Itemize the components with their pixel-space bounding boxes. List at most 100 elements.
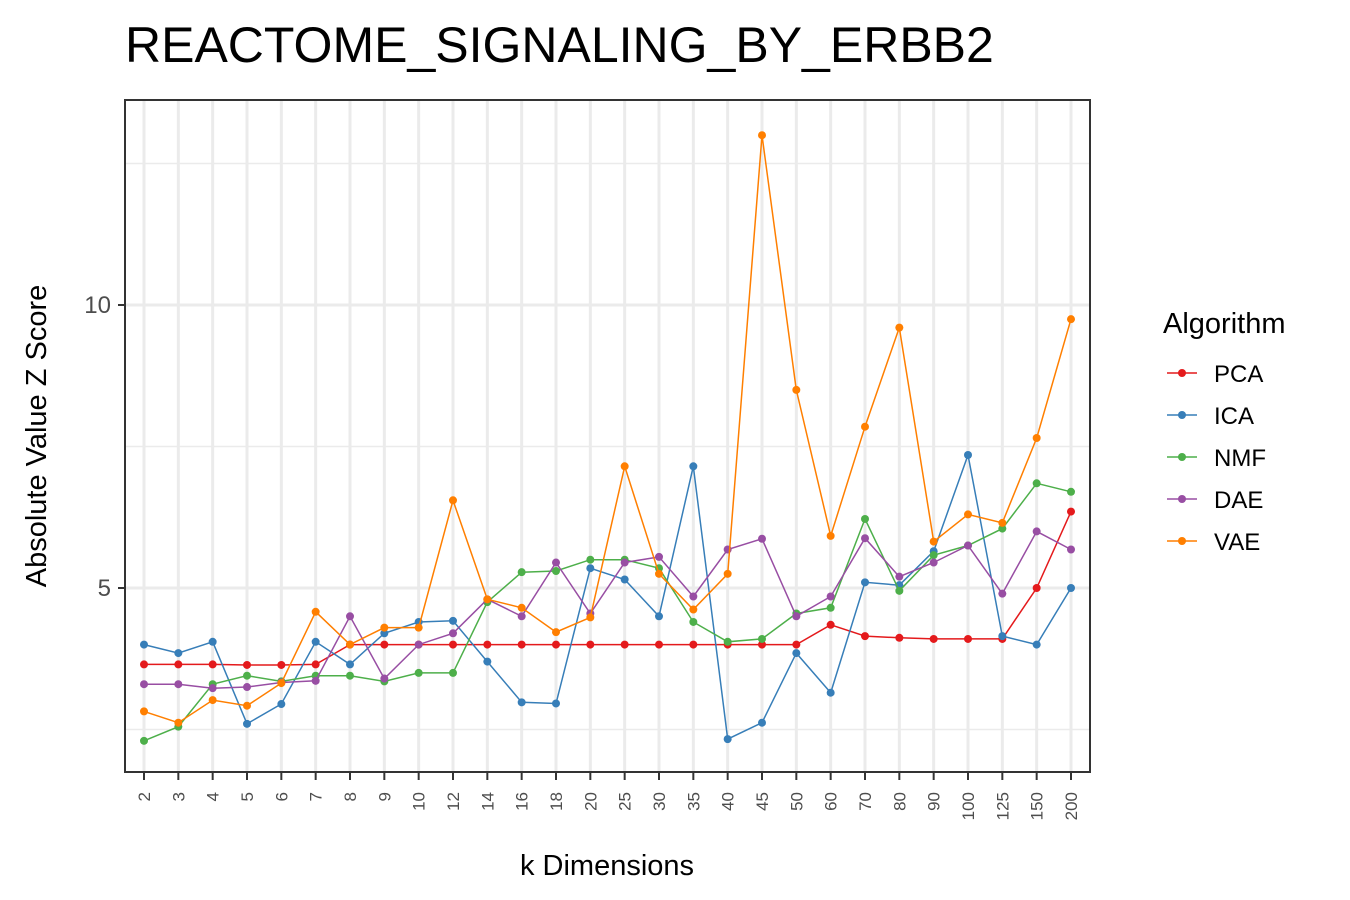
x-tick-label: 40 bbox=[719, 792, 738, 811]
series-vae bbox=[140, 131, 1075, 727]
legend: Algorithm PCA ICA NMF DAE VAE bbox=[1163, 308, 1286, 556]
x-tick-label: 18 bbox=[547, 792, 566, 811]
data-point bbox=[449, 629, 457, 638]
data-point bbox=[929, 558, 938, 567]
data-point bbox=[346, 640, 354, 649]
data-point bbox=[895, 572, 904, 581]
data-point bbox=[758, 534, 766, 543]
x-tick-label: 4 bbox=[204, 792, 223, 801]
data-point bbox=[998, 518, 1007, 527]
x-tick-label: 30 bbox=[650, 792, 669, 811]
x-tick-label: 9 bbox=[375, 792, 394, 801]
data-point bbox=[1067, 507, 1075, 516]
y-tick-label: 5 bbox=[98, 575, 111, 602]
data-point bbox=[346, 660, 354, 669]
data-point bbox=[586, 564, 595, 573]
data-point bbox=[1032, 527, 1041, 536]
series-line bbox=[143, 482, 1072, 742]
legend-item-vae: VAE bbox=[1167, 529, 1260, 556]
data-point bbox=[1032, 584, 1041, 592]
data-point bbox=[140, 736, 148, 745]
data-point bbox=[758, 640, 766, 649]
data-point bbox=[792, 612, 801, 621]
data-point bbox=[895, 586, 904, 595]
data-point bbox=[449, 496, 457, 505]
data-point bbox=[140, 680, 148, 689]
data-point bbox=[552, 558, 560, 567]
data-point bbox=[620, 640, 629, 649]
data-point bbox=[517, 568, 526, 577]
data-point bbox=[243, 660, 251, 669]
data-point bbox=[414, 623, 423, 632]
data-point bbox=[861, 632, 869, 641]
x-tick-label: 8 bbox=[341, 792, 360, 801]
data-point bbox=[792, 649, 801, 658]
x-tick-label: 3 bbox=[169, 792, 188, 801]
data-point bbox=[964, 634, 972, 643]
data-point bbox=[552, 640, 560, 649]
data-point bbox=[552, 699, 560, 708]
x-tick-label: 125 bbox=[993, 792, 1012, 820]
x-tick-label: 14 bbox=[478, 792, 497, 811]
data-point bbox=[517, 640, 526, 649]
x-tick-label: 80 bbox=[890, 792, 909, 811]
x-tick-label: 2 bbox=[135, 792, 154, 801]
y-tick-label: 10 bbox=[84, 292, 111, 319]
x-tick-label: 6 bbox=[272, 792, 291, 801]
x-tick-label: 16 bbox=[513, 792, 532, 811]
data-point bbox=[689, 462, 698, 471]
x-tick-label: 200 bbox=[1062, 792, 1081, 820]
series-line bbox=[143, 452, 1072, 741]
plot-grid bbox=[125, 100, 1090, 772]
data-point bbox=[449, 616, 457, 625]
x-axis-label: k Dimensions bbox=[520, 850, 694, 882]
data-point bbox=[998, 589, 1007, 598]
data-point bbox=[964, 510, 972, 519]
x-tick-label: 70 bbox=[856, 792, 875, 811]
legend-label: VAE bbox=[1214, 529, 1260, 556]
data-point bbox=[620, 575, 629, 584]
data-point bbox=[517, 603, 526, 612]
data-point bbox=[483, 595, 492, 604]
legend-key-point bbox=[1178, 453, 1186, 461]
data-point bbox=[174, 680, 183, 689]
series-line bbox=[144, 511, 1072, 666]
data-point bbox=[689, 617, 698, 626]
data-point bbox=[689, 640, 698, 649]
data-point bbox=[517, 698, 526, 707]
data-point bbox=[277, 679, 286, 688]
legend-label: PCA bbox=[1214, 361, 1263, 388]
data-point bbox=[449, 668, 457, 677]
data-point bbox=[895, 323, 904, 332]
data-point bbox=[517, 612, 526, 621]
data-point bbox=[380, 629, 389, 638]
plot-series bbox=[140, 131, 1075, 745]
data-point bbox=[311, 676, 320, 685]
data-point bbox=[380, 623, 389, 632]
data-point bbox=[1032, 640, 1041, 649]
data-point bbox=[1067, 584, 1075, 592]
data-point bbox=[655, 552, 663, 561]
data-point bbox=[689, 605, 698, 614]
data-point bbox=[586, 613, 595, 622]
data-point bbox=[861, 578, 869, 587]
series-dae bbox=[140, 527, 1075, 693]
data-point bbox=[826, 592, 835, 601]
data-point bbox=[826, 531, 835, 540]
data-point bbox=[1067, 315, 1075, 324]
series-line bbox=[144, 530, 1072, 689]
data-point bbox=[380, 674, 389, 683]
legend-item-dae: DAE bbox=[1167, 487, 1263, 514]
data-point bbox=[174, 718, 183, 727]
data-point bbox=[1067, 487, 1075, 496]
data-point bbox=[792, 385, 801, 394]
data-point bbox=[243, 719, 251, 728]
data-point bbox=[792, 640, 801, 649]
data-point bbox=[655, 569, 663, 578]
data-point bbox=[140, 707, 148, 716]
data-point bbox=[758, 718, 766, 727]
chart-title: REACTOME_SIGNALING_BY_ERBB2 bbox=[125, 17, 994, 73]
data-point bbox=[208, 660, 217, 669]
data-point bbox=[861, 514, 869, 523]
